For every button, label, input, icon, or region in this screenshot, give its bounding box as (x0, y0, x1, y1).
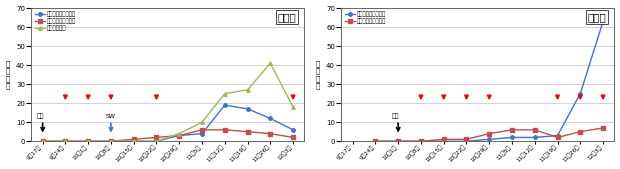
コナジラミ成・幼虫 (107, 140, 115, 142)
アザミウマ成・幼虫 (485, 138, 493, 140)
コナジラミ成・幼虫 (244, 131, 251, 133)
アザミウマ成・幼虫 (39, 140, 46, 142)
コナジラミ成・幼虫 (84, 140, 92, 142)
アザミウマ成・幼虫 (84, 140, 92, 142)
コナジラミ成・幼虫 (508, 129, 516, 131)
スワルスキー (153, 140, 160, 142)
スワルスキー (39, 140, 46, 142)
アザミウマ成・幼虫 (62, 140, 69, 142)
アザミウマ成・幼虫 (577, 93, 584, 95)
アザミウマ成・幼虫 (440, 140, 448, 142)
Text: SW: SW (106, 114, 116, 119)
アザミウマ成・幼虫 (417, 140, 425, 142)
コナジラミ成・幼虫 (600, 127, 607, 129)
Line: スワルスキー: スワルスキー (41, 62, 294, 143)
Text: 慣行区: 慣行区 (588, 12, 606, 22)
コナジラミ成・幼虫 (440, 138, 448, 140)
スワルスキー (244, 89, 251, 91)
アザミウマ成・幼虫 (508, 136, 516, 138)
コナジラミ成・幼虫 (485, 133, 493, 135)
スワルスキー (290, 106, 297, 108)
Text: 定植: 定植 (37, 114, 44, 119)
スワルスキー (267, 62, 274, 64)
コナジラミ成・幼虫 (372, 140, 379, 142)
アザミウマ成・幼虫 (394, 140, 402, 142)
コナジラミ成・幼虫 (531, 129, 539, 131)
コナジラミ成・幼虫 (394, 140, 402, 142)
アザミウマ成・幼虫 (463, 140, 470, 142)
Legend: アザミウマ成・幼虫, コナジラミ成・幼虫: アザミウマ成・幼虫, コナジラミ成・幼虫 (344, 11, 387, 25)
Y-axis label: 頭
数
／
葉: 頭 数 ／ 葉 (316, 60, 320, 89)
コナジラミ成・幼虫 (198, 129, 206, 131)
スワルスキー (130, 140, 138, 142)
アザミウマ成・幼虫 (531, 136, 539, 138)
コナジラミ成・幼虫 (267, 133, 274, 135)
コナジラミ成・幼虫 (130, 138, 138, 140)
コナジラミ成・幼虫 (290, 136, 297, 138)
スワルスキー (107, 140, 115, 142)
Line: コナジラミ成・幼虫: コナジラミ成・幼虫 (374, 126, 604, 143)
アザミウマ成・幼虫 (290, 129, 297, 131)
スワルスキー (84, 140, 92, 142)
Text: 実証区: 実証区 (278, 12, 296, 22)
コナジラミ成・幼虫 (417, 140, 425, 142)
アザミウマ成・幼虫 (244, 108, 251, 110)
アザミウマ成・幼虫 (600, 20, 607, 22)
アザミウマ成・幼虫 (175, 135, 183, 137)
Y-axis label: 頭
数
／
葉: 頭 数 ／ 葉 (6, 60, 10, 89)
スワルスキー (198, 121, 206, 123)
コナジラミ成・幼虫 (39, 140, 46, 142)
Line: コナジラミ成・幼虫: コナジラミ成・幼虫 (41, 128, 294, 143)
スワルスキー (221, 93, 229, 95)
コナジラミ成・幼虫 (62, 140, 69, 142)
コナジラミ成・幼虫 (463, 138, 470, 140)
アザミウマ成・幼虫 (107, 140, 115, 142)
アザミウマ成・幼虫 (130, 140, 138, 142)
アザミウマ成・幼虫 (153, 140, 160, 142)
アザミウマ成・幼虫 (372, 140, 379, 142)
Line: アザミウマ成・幼虫: アザミウマ成・幼虫 (374, 20, 604, 143)
スワルスキー (62, 140, 69, 142)
Legend: アザミウマ成・幼虫, コナジラミ成・幼虫, スワルスキー: アザミウマ成・幼虫, コナジラミ成・幼虫, スワルスキー (34, 11, 77, 31)
アザミウマ成・幼虫 (221, 104, 229, 106)
コナジラミ成・幼虫 (577, 131, 584, 133)
アザミウマ成・幼虫 (554, 135, 561, 137)
コナジラミ成・幼虫 (221, 129, 229, 131)
Text: 定植: 定植 (392, 114, 400, 119)
スワルスキー (175, 133, 183, 135)
アザミウマ成・幼虫 (198, 133, 206, 135)
アザミウマ成・幼虫 (267, 117, 274, 119)
コナジラミ成・幼虫 (175, 135, 183, 137)
コナジラミ成・幼虫 (153, 136, 160, 138)
コナジラミ成・幼虫 (554, 136, 561, 138)
Line: アザミウマ成・幼虫: アザミウマ成・幼虫 (41, 103, 294, 143)
